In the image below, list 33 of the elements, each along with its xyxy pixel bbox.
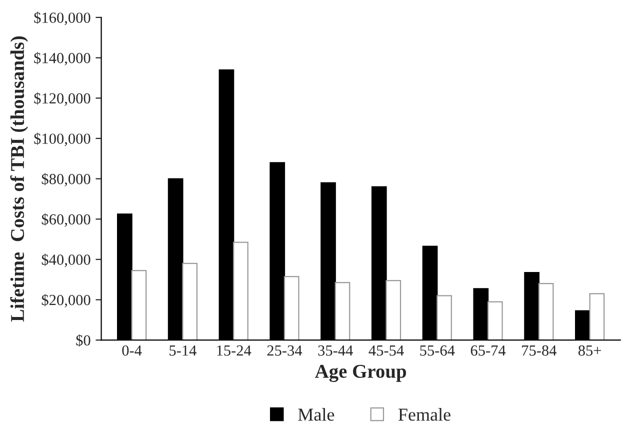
y-tick-label: $160,000 [34, 12, 90, 26]
x-tick-label: 75-84 [522, 345, 556, 356]
legend-label: Male [298, 408, 334, 421]
y-tick-label: $120,000 [34, 92, 90, 106]
bar [284, 276, 300, 340]
x-tick-label: 25-34 [267, 345, 302, 356]
y-tick-label: $100,000 [34, 132, 90, 146]
y-tick-label: $40,000 [42, 254, 90, 268]
bar [487, 301, 503, 340]
x-tick-label: 85+ [578, 345, 602, 356]
bar [182, 262, 198, 340]
y-tick-label: $60,000 [42, 213, 90, 227]
bar [589, 293, 605, 340]
legend-label: Female [398, 408, 450, 421]
x-tick-label: 35-44 [318, 345, 353, 356]
bar [386, 280, 402, 340]
y-tick-label: $20,000 [42, 294, 90, 308]
bar [538, 283, 554, 340]
y-tick-label: $140,000 [34, 52, 90, 66]
y-tick-label: $80,000 [42, 173, 90, 186]
x-tick-label: 45-54 [368, 345, 404, 356]
x-tick-label: 55-64 [420, 345, 455, 356]
bar [233, 242, 248, 340]
x-tick-label: 15-24 [217, 345, 252, 356]
y-tick-label: $0 [76, 334, 90, 347]
bar [131, 270, 147, 340]
bar [334, 282, 350, 340]
x-tick-label: 0-4 [122, 345, 142, 356]
y-axis-title: Lifetime Costs of TBI (thousands) [10, 36, 28, 322]
bar [436, 295, 452, 340]
x-tick-label: 65-74 [470, 345, 506, 356]
x-tick-label: 5-14 [170, 345, 196, 356]
x-axis-title: Age Group [314, 364, 406, 382]
